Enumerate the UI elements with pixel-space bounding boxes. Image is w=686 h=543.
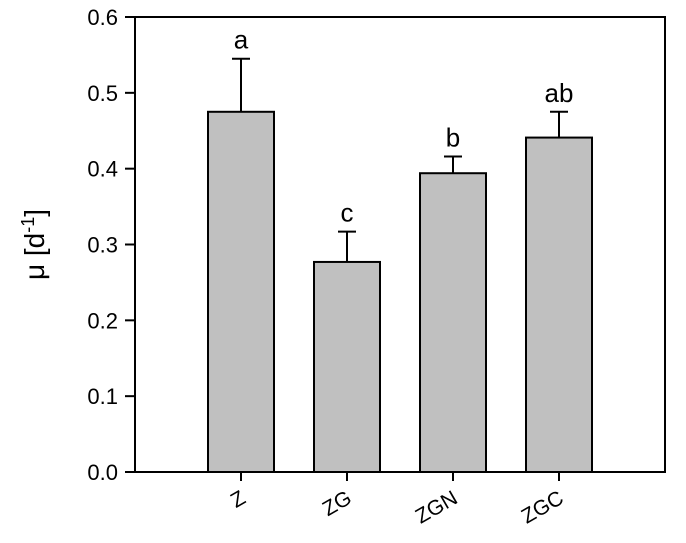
significance-label-z: a (234, 25, 249, 55)
bar-zg (313, 260, 381, 474)
y-axis-title-close: ] (19, 209, 50, 217)
y-tick-label: 0.0 (87, 460, 118, 485)
x-tick-label-z: Z (227, 486, 250, 512)
y-axis: 0.0 0.1 0.2 0.3 0.4 0.5 0.6 (87, 5, 135, 485)
x-tick-label-zg: ZG (319, 486, 356, 521)
error-bars-layer (232, 57, 568, 262)
bar-z (207, 110, 275, 474)
x-axis: Z ZG ZGN ZGC (227, 472, 568, 528)
y-tick-label: 0.4 (87, 157, 118, 182)
y-axis-title-superscript: -1 (18, 217, 38, 233)
y-tick-label: 0.1 (87, 384, 118, 409)
significance-labels: a c b ab (234, 25, 574, 228)
y-axis-title: μ [d-1] (18, 209, 50, 280)
bars-layer (207, 110, 593, 474)
y-tick-label: 0.5 (87, 81, 118, 106)
x-tick-label-zgc: ZGC (518, 486, 568, 528)
y-tick-label: 0.3 (87, 233, 118, 258)
x-tick-label-zgn: ZGN (412, 486, 462, 528)
significance-label-zgc: ab (545, 78, 574, 108)
bar-zgn (419, 172, 487, 473)
y-tick-label: 0.6 (87, 5, 118, 30)
y-axis-title-main: μ [d (19, 233, 50, 280)
significance-label-zgn: b (446, 123, 460, 153)
significance-label-zg: c (341, 198, 354, 228)
y-tick-label: 0.2 (87, 308, 118, 333)
bar-zgc (525, 136, 593, 473)
